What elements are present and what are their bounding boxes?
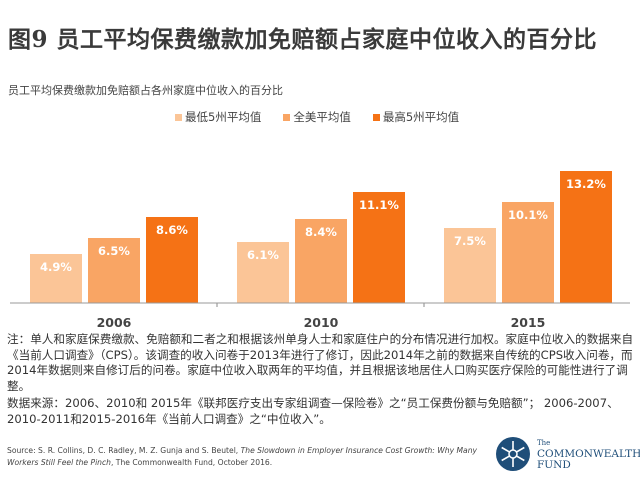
- bar: [146, 217, 198, 303]
- data-label: 8.4%: [305, 225, 337, 239]
- figure-title: 图9 员工平均保费缴款加免赔额占家庭中位收入的百分比: [8, 26, 598, 53]
- chart-title: 员工平均保费缴款加免赔额占各州家庭中位收入的百分比: [8, 84, 283, 97]
- data-label: 7.5%: [454, 234, 486, 248]
- x-tick-label: 2010: [304, 315, 339, 330]
- logo-line1: COMMONWEALTH: [537, 447, 640, 460]
- source-citation: Source: S. R. Collins, D. C. Radley, M. …: [7, 445, 477, 469]
- bar: [30, 254, 82, 303]
- x-tick-label: 2015: [511, 315, 546, 330]
- legend-item-national: 全美平均值: [283, 109, 351, 125]
- data-label: 4.9%: [40, 260, 72, 274]
- commonwealth-fund-logo: The COMMONWEALTH FUND: [495, 436, 640, 472]
- note-text: 注：单人和家庭保费缴款、免赔额和二者之和根据该州单身人士和家庭住户的分布情况进行…: [7, 332, 634, 393]
- legend-label: 最低5州平均值: [185, 110, 262, 124]
- data-source-text: 数据来源：2006、2010和 2015年《联邦医疗支出专家组调查—保险卷》之“…: [7, 396, 619, 426]
- snowflake-logo-icon: [496, 437, 530, 471]
- data-label: 6.5%: [98, 244, 130, 258]
- bar: [237, 242, 289, 303]
- x-tick-label: 2006: [97, 315, 132, 330]
- data-label: 10.1%: [508, 208, 548, 222]
- logo-line2: FUND: [537, 458, 571, 471]
- notes: 注：单人和家庭保费缴款、免赔额和二者之和根据该州单身人士和家庭住户的分布情况进行…: [7, 332, 635, 429]
- legend-label: 最高5州平均值: [382, 110, 460, 124]
- data-label: 8.6%: [156, 223, 188, 237]
- legend-item-highest: 最高5州平均值: [372, 109, 460, 125]
- bar: [444, 228, 496, 303]
- source-suffix: , The Commonwealth Fund, October 2016.: [110, 458, 273, 467]
- source-prefix: Source: S. R. Collins, D. C. Radley, M. …: [7, 446, 241, 455]
- legend-swatch: [372, 114, 380, 121]
- legend-swatch: [175, 114, 182, 121]
- legend: 最低5州平均值 全美平均值 最高5州平均值: [175, 109, 459, 125]
- bar: [502, 202, 554, 303]
- bar: [560, 171, 612, 303]
- bar: [353, 192, 405, 303]
- data-label: 13.2%: [566, 177, 606, 191]
- data-label: 11.1%: [359, 198, 399, 212]
- legend-swatch: [283, 114, 291, 121]
- data-label: 6.1%: [247, 248, 279, 262]
- legend-label: 全美平均值: [293, 110, 351, 124]
- legend-item-lowest: 最低5州平均值: [175, 109, 261, 125]
- bar: [88, 238, 140, 303]
- bar: [295, 219, 347, 303]
- bar-chart: 4.9% 6.5% 8.6% 2006 6.1% 8.4% 11.1% 2010 7.5% 10.…: [10, 171, 630, 330]
- source-title: The Slowdown in Employer Insurance Cost …: [7, 446, 478, 467]
- logo-the: The: [537, 438, 551, 447]
